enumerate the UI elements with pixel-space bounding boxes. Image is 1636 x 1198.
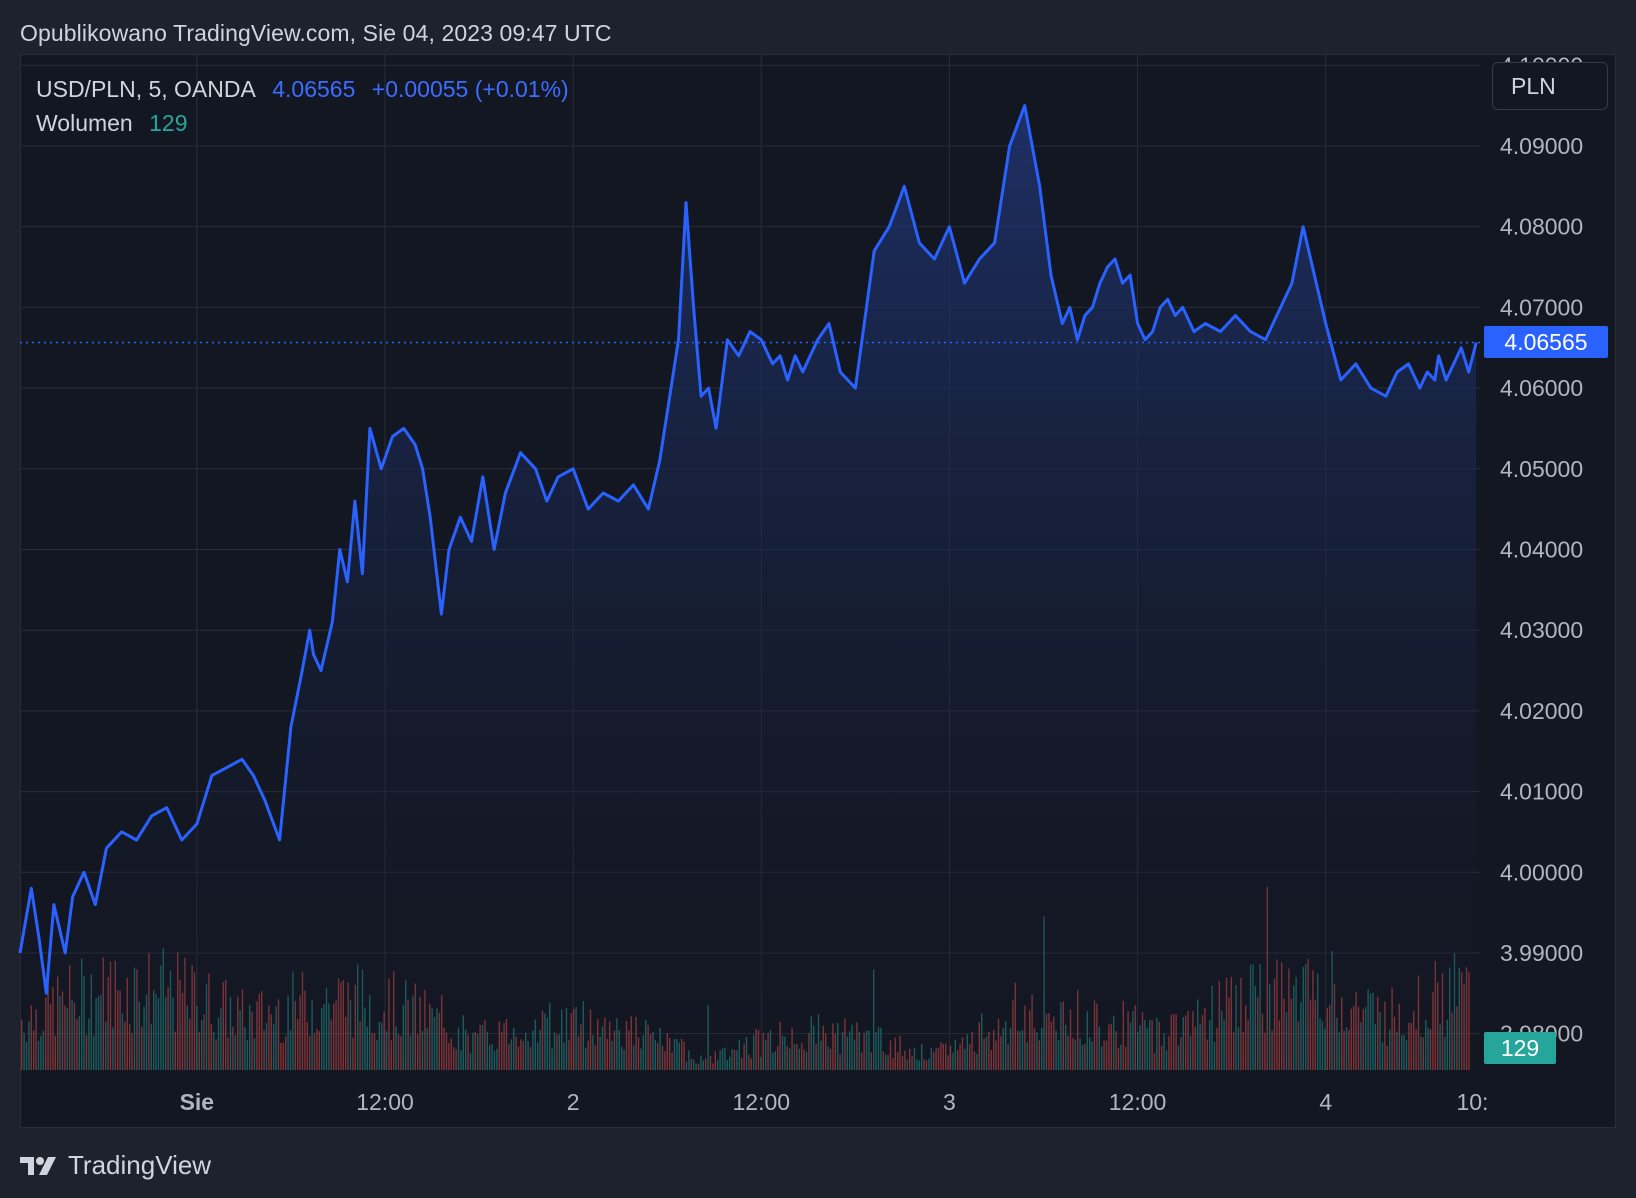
y-tick-label: 4.02000 [1500, 698, 1583, 724]
price-area [20, 105, 1477, 1071]
x-tick-label: 12:00 [356, 1089, 414, 1115]
volume-value: 129 [149, 110, 188, 136]
y-tick-label: 4.09000 [1500, 133, 1583, 159]
y-tick-label: 4.07000 [1500, 294, 1583, 320]
volume-legend: Wolumen 129 [36, 110, 198, 137]
price-change: +0.00055 (+0.01%) [371, 76, 569, 102]
volume-label[interactable]: Wolumen [36, 110, 133, 136]
symbol-title[interactable]: USD/PLN, 5, OANDA [36, 76, 256, 102]
y-tick-label: 4.01000 [1500, 779, 1583, 805]
price-line [18, 104, 1478, 995]
y-tick-label: 4.03000 [1500, 617, 1583, 643]
current-price-badge: 4.06565 [1484, 326, 1608, 359]
last-price: 4.06565 [272, 76, 356, 102]
x-tick-label: 3 [943, 1089, 956, 1115]
y-tick-label: 4.05000 [1500, 456, 1583, 482]
y-tick-label: 4.08000 [1500, 214, 1583, 240]
x-tick-label: 12:00 [733, 1089, 791, 1115]
x-tick-label: 10: [1456, 1089, 1488, 1115]
y-tick-label: 4.00000 [1500, 859, 1583, 885]
currency-unit-button[interactable]: PLN [1492, 62, 1608, 110]
tradingview-brand[interactable]: TradingView [20, 1150, 211, 1181]
x-tick-label: 12:00 [1109, 1089, 1167, 1115]
brand-name: TradingView [68, 1150, 212, 1180]
y-tick-label: 3.99000 [1500, 940, 1583, 966]
y-tick-label: 4.06000 [1500, 375, 1583, 401]
symbol-legend: USD/PLN, 5, OANDA 4.06565 +0.00055 (+0.0… [36, 76, 579, 103]
current-volume-badge: 129 [1484, 1032, 1556, 1064]
tradingview-logo-icon [20, 1156, 56, 1175]
x-tick-label: Sie [180, 1089, 215, 1115]
x-tick-label: 2 [567, 1089, 580, 1115]
y-tick-label: 4.04000 [1500, 536, 1583, 562]
published-caption: Opublikowano TradingView.com, Sie 04, 20… [20, 20, 612, 46]
x-tick-label: 4 [1319, 1089, 1332, 1115]
